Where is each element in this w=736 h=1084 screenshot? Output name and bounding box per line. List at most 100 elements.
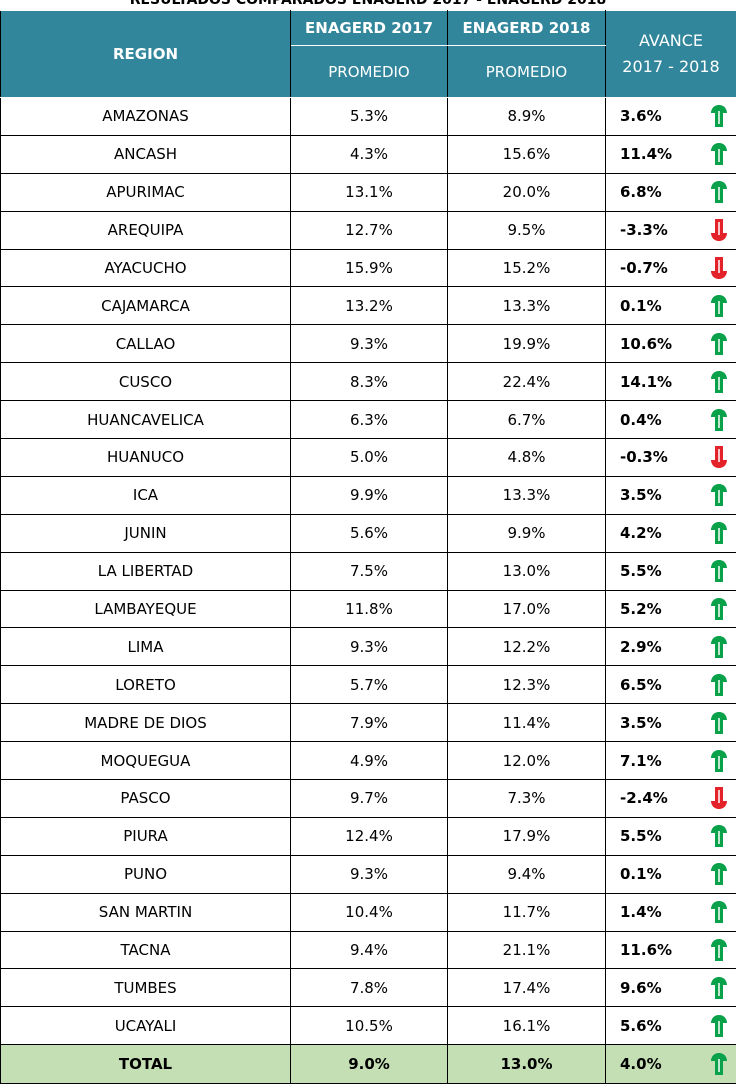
up-arrow-icon [711,294,727,317]
avance-cell: 3.5% [605,703,736,743]
up-arrow-icon [711,143,727,166]
value-2017: 13.1% [290,172,448,212]
up-arrow-icon [711,1014,727,1037]
avance-value: 5.5% [620,562,662,581]
region-cell: APURIMAC [0,172,291,212]
data-row: UCAYALI 10.5% 16.1% 5.6% [0,1006,736,1046]
subheader-row: PROMEDIO PROMEDIO [1,45,736,98]
value-2018: 19.9% [447,324,606,364]
value-2018: 4.8% [447,438,606,477]
value-2018: 15.6% [447,134,606,174]
avance-cell: 3.6% [605,97,736,136]
header-col1: ENAGERD 2017 [290,10,448,46]
avance-cell: 0.4% [605,400,736,440]
value-2017: 4.9% [290,741,448,781]
value-2018: 13.0% [447,1044,606,1084]
data-row: ANCASH 4.3% 15.6% 11.4% [0,134,736,174]
region-cell: AYACUCHO [0,248,291,288]
value-2017: 5.3% [290,97,448,136]
data-row: SAN MARTIN 10.4% 11.7% 1.4% [0,892,736,932]
data-row: CAJAMARCA 13.2% 13.3% 0.1% [0,286,736,326]
results-table: REGION ENAGERD 2017 ENAGERD 2018 AVANCE … [0,10,736,1084]
data-row: AMAZONAS 5.3% 8.9% 3.6% [0,97,736,136]
value-2018: 17.4% [447,968,606,1008]
avance-value: 1.4% [620,903,662,922]
avance-value: 6.5% [620,675,662,694]
avance-cell: 5.6% [605,1006,736,1046]
value-2018: 17.9% [447,816,606,856]
data-row: LIMA 9.3% 12.2% 2.9% [0,627,736,667]
value-2018: 6.7% [447,400,606,440]
value-2017: 5.7% [290,665,448,705]
up-arrow-icon [711,522,727,545]
value-2018: 12.0% [447,741,606,781]
table-body: REGION ENAGERD 2017 ENAGERD 2018 AVANCE … [0,10,736,1084]
value-2018: 16.1% [447,1006,606,1046]
value-2017: 9.9% [290,475,448,515]
region-cell: AMAZONAS [0,97,291,136]
value-2018: 13.3% [447,286,606,326]
data-row: HUANCAVELICA 6.3% 6.7% 0.4% [0,400,736,440]
value-2018: 15.2% [447,248,606,288]
value-2018: 12.2% [447,627,606,667]
data-row: CALLAO 9.3% 19.9% 10.6% [0,324,736,364]
data-row: APURIMAC 13.1% 20.0% 6.8% [0,172,736,212]
value-2018: 9.9% [447,513,606,553]
title: RESULTADOS COMPARADOS ENAGERD 2017 - ENA… [129,0,607,8]
value-2017: 8.3% [290,362,448,402]
avance-cell: 6.5% [605,665,736,705]
value-2017: 12.7% [290,210,448,250]
value-2018: 20.0% [447,172,606,212]
data-row: PUNO 9.3% 9.4% 0.1% [0,854,736,894]
up-arrow-icon [711,711,727,734]
data-row: AYACUCHO 15.9% 15.2% -0.7% [0,248,736,288]
region-cell: LAMBAYEQUE [0,589,291,629]
value-2017: 7.8% [290,968,448,1008]
value-2017: 9.3% [290,854,448,894]
header-avance: AVANCE 2017 - 2018 [605,10,736,98]
avance-value: 0.1% [620,865,662,884]
avance-cell: -0.7% [605,248,736,288]
avance-cell: 0.1% [605,286,736,326]
up-arrow-icon [711,560,727,583]
data-row: MADRE DE DIOS 7.9% 11.4% 3.5% [0,703,736,743]
down-arrow-icon [711,446,727,469]
region-cell: UCAYALI [0,1006,291,1046]
header-col2: ENAGERD 2018 [447,10,606,46]
up-arrow-icon [711,598,727,621]
avance-cell: 5.5% [605,551,736,591]
avance-cell: 7.1% [605,741,736,781]
header-row: REGION ENAGERD 2017 ENAGERD 2018 AVANCE … [0,10,736,98]
avance-label: AVANCE [638,31,704,50]
avance-value: -3.3% [620,221,668,240]
avance-value: 2.9% [620,637,662,656]
value-2018: 13.3% [447,475,606,515]
region-cell: PASCO [0,779,291,818]
avance-value: 14.1% [620,372,673,391]
avance-value: -2.4% [620,789,668,808]
region-cell: TACNA [0,930,291,970]
avance-value: 6.8% [620,183,662,202]
header-sub2: PROMEDIO [447,45,606,98]
up-arrow-icon [711,1053,727,1076]
up-arrow-icon [711,673,727,696]
region-cell: AREQUIPA [0,210,291,250]
region-cell: TOTAL [0,1044,291,1084]
value-2018: 9.5% [447,210,606,250]
value-2017: 7.9% [290,703,448,743]
data-row: TUMBES 7.8% 17.4% 9.6% [0,968,736,1008]
data-row: MOQUEGUA 4.9% 12.0% 7.1% [0,741,736,781]
avance-value: 5.6% [620,1016,662,1035]
region-cell: MADRE DE DIOS [0,703,291,743]
avance-value: 3.5% [620,713,662,732]
data-row: LORETO 5.7% 12.3% 6.5% [0,665,736,705]
avance-cell: 2.9% [605,627,736,667]
up-arrow-icon [711,370,727,393]
data-row: LAMBAYEQUE 11.8% 17.0% 5.2% [0,589,736,629]
avance-value: 7.1% [620,751,662,770]
avance-value: 0.1% [620,296,662,315]
header-sub1: PROMEDIO [290,45,448,98]
up-arrow-icon [711,105,727,128]
avance-cell: 11.6% [605,930,736,970]
